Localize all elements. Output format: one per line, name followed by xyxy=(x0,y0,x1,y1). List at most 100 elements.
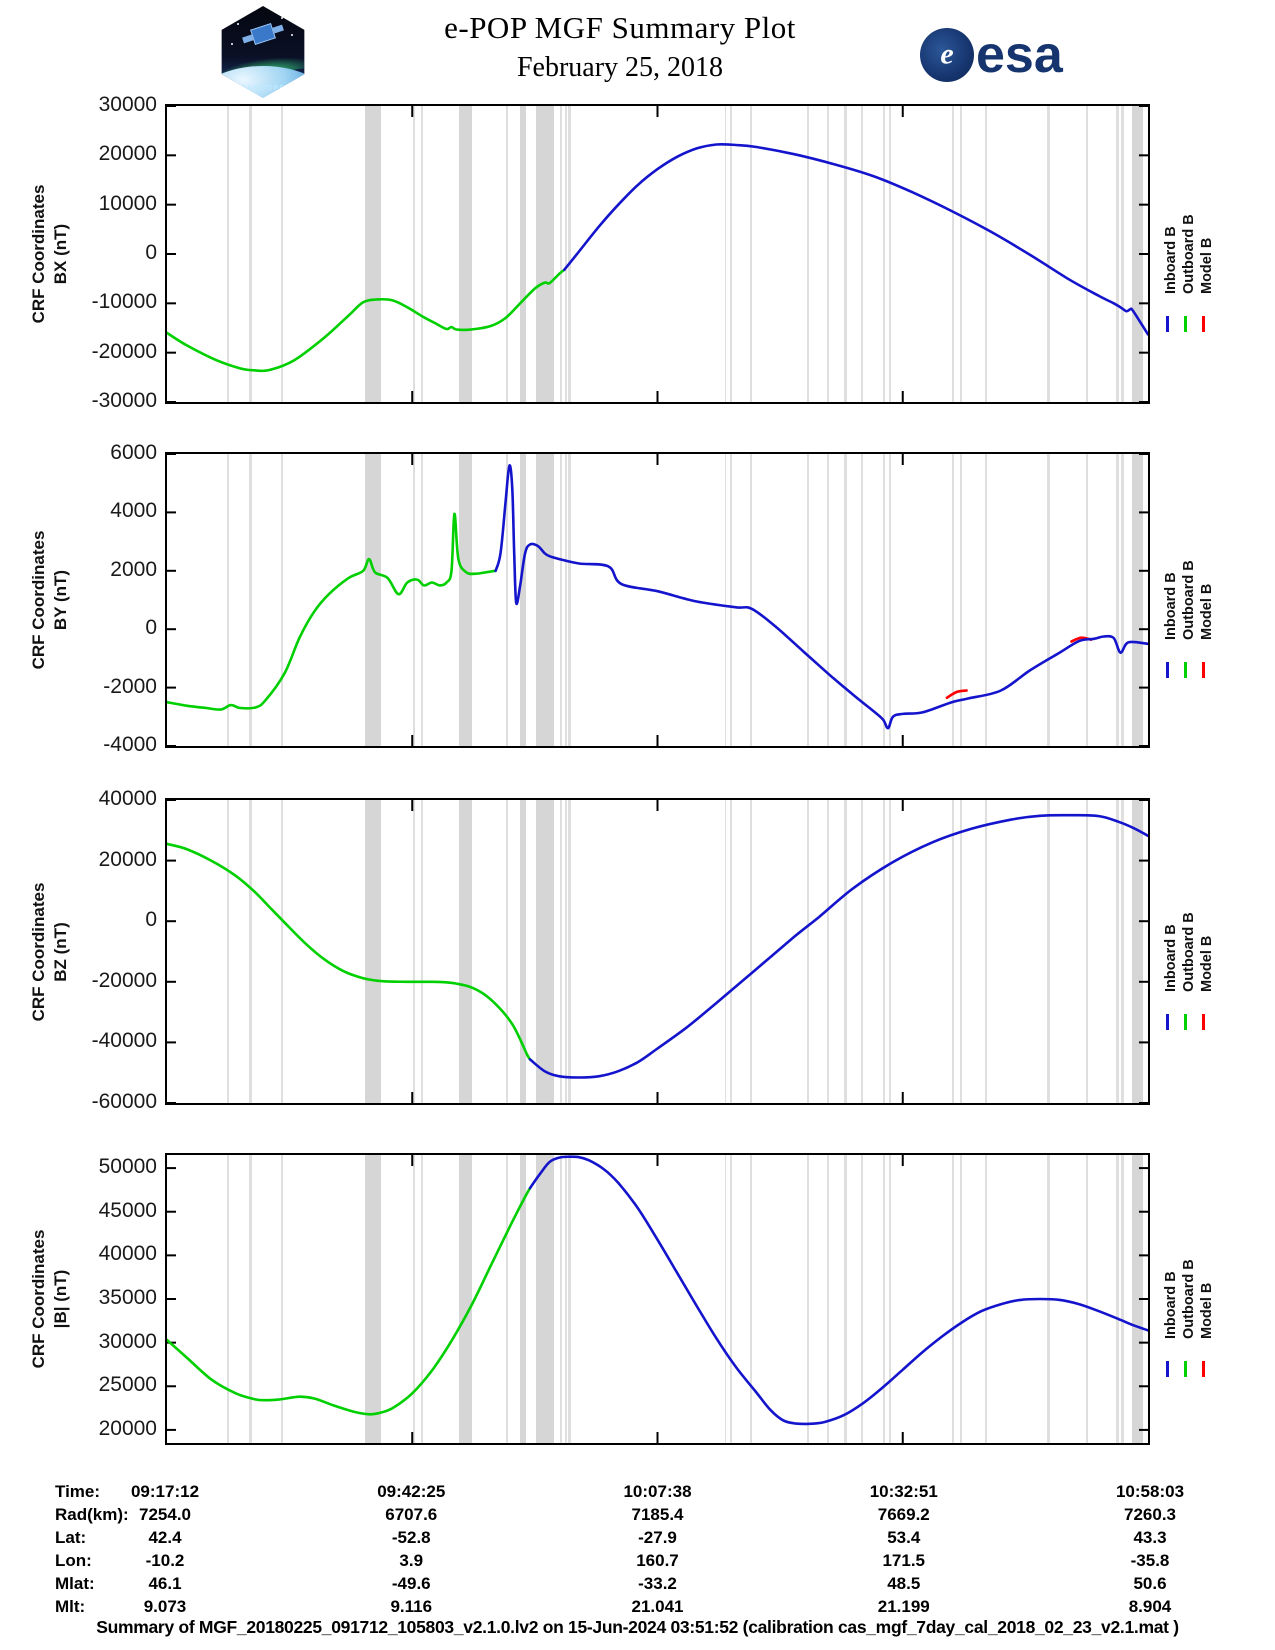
legend-label-model: Model B xyxy=(1199,1282,1215,1339)
data-gap-band xyxy=(1086,1155,1088,1443)
table-row-label-radkm: Rad(km): xyxy=(55,1505,129,1524)
panel-bz xyxy=(165,798,1150,1105)
data-gap-band xyxy=(861,800,864,1103)
data-gap-band xyxy=(952,106,954,402)
y-axis-title-line2: BZ (nT) xyxy=(51,921,70,982)
outboard-b-curve xyxy=(167,842,532,1061)
data-gap-band xyxy=(1120,454,1124,746)
data-gap-band xyxy=(883,800,886,1103)
y-tick-label: 50000 xyxy=(98,1155,157,1179)
data-gap-band xyxy=(1047,454,1051,746)
table-cell: 7254.0 xyxy=(139,1505,191,1524)
data-gap-band xyxy=(560,800,562,1103)
table-row-label-mlt: Mlt: xyxy=(55,1597,86,1616)
panel-by xyxy=(165,452,1150,748)
data-gap-band xyxy=(844,454,848,746)
panel-b xyxy=(165,1153,1150,1445)
y-axis-title-b: CRF Coordinates |B| (nT) xyxy=(28,1189,72,1409)
legend-label-inboard: Inboard B xyxy=(1163,923,1179,992)
data-gap-band xyxy=(421,106,424,402)
data-gap-band xyxy=(883,106,886,402)
table-cell: 50.6 xyxy=(1133,1574,1167,1593)
legend-label-inboard: Inboard B xyxy=(1163,572,1179,640)
data-gap-band xyxy=(1120,106,1124,402)
data-gap-band xyxy=(505,800,508,1103)
legend-label-outboard: Outboard B xyxy=(1181,560,1197,640)
data-gap-band xyxy=(1086,800,1088,1103)
data-gap-band xyxy=(560,454,562,746)
data-gap-band xyxy=(505,1155,508,1443)
legend-dash-outboard xyxy=(1184,316,1187,332)
patch-mission-name: CASSIOPE xyxy=(240,85,286,93)
data-gap-band xyxy=(861,454,864,746)
data-gap-band xyxy=(413,1155,416,1443)
data-gap-band xyxy=(421,454,424,746)
data-gap-band xyxy=(227,1155,230,1443)
data-gap-band xyxy=(883,454,886,746)
data-gap-band xyxy=(952,1155,954,1443)
panel-b-svg xyxy=(167,1155,1148,1443)
data-gap-band xyxy=(1131,800,1143,1103)
data-gap-band xyxy=(1120,800,1124,1103)
data-gap-band xyxy=(959,106,962,402)
data-gap-band xyxy=(421,800,424,1103)
data-gap-band xyxy=(249,454,253,746)
table-cell: 9.116 xyxy=(390,1597,433,1616)
legend-label-outboard: Outboard B xyxy=(1181,911,1197,992)
data-gap-band xyxy=(826,106,829,402)
y-tick-label: -10000 xyxy=(91,290,157,314)
data-gap-band xyxy=(227,106,230,402)
data-gap-band xyxy=(750,800,753,1103)
panel-bx xyxy=(165,104,1150,404)
y-axis-title-line1: CRF Coordinates xyxy=(29,530,48,670)
data-gap-band xyxy=(724,800,727,1103)
legend-dash-outboard xyxy=(1184,662,1187,678)
data-gap-band xyxy=(889,1155,891,1443)
data-gap-band xyxy=(281,454,284,746)
data-gap-band xyxy=(459,1155,472,1443)
data-gap-band xyxy=(750,454,753,746)
data-gap-band xyxy=(568,800,572,1103)
y-tick-label: 20000 xyxy=(98,847,157,871)
legend-by: Inboard B Outboard B Model B xyxy=(1162,560,1216,640)
legend-label-model: Model B xyxy=(1199,237,1215,294)
data-gap-band xyxy=(984,106,987,402)
data-gap-band xyxy=(421,1155,424,1443)
y-tick-label: -40000 xyxy=(91,1029,157,1053)
outboard-b-curve xyxy=(167,512,497,711)
y-tick-label: -20000 xyxy=(91,339,157,363)
data-gap-band xyxy=(883,1155,886,1443)
data-gap-band xyxy=(730,800,733,1103)
table-cell: 48.5 xyxy=(887,1574,921,1593)
table-cell: 21.199 xyxy=(877,1597,930,1616)
data-gap-band xyxy=(568,1155,572,1443)
data-gap-band xyxy=(249,106,253,402)
panel-bx-svg xyxy=(167,106,1148,402)
model-b-curve xyxy=(945,689,968,700)
data-gap-band xyxy=(861,106,864,402)
data-gap-band xyxy=(560,106,562,402)
y-tick-label: 30000 xyxy=(98,1329,157,1353)
data-gap-band xyxy=(364,800,381,1103)
y-tick-label: 30000 xyxy=(98,93,157,116)
legend-label-outboard: Outboard B xyxy=(1181,214,1197,294)
table-cell: 10:58:03 xyxy=(1115,1482,1185,1501)
data-gap-band xyxy=(807,106,810,402)
data-gap-band xyxy=(281,800,284,1103)
y-axis-title-line2: BY (nT) xyxy=(51,569,70,631)
y-axis-title-line1: CRF Coordinates xyxy=(29,882,48,1021)
y-axis-title-line1: CRF Coordinates xyxy=(29,184,48,324)
esa-globe-icon: e xyxy=(920,28,974,82)
data-gap-band xyxy=(750,1155,753,1443)
inboard-b-curve xyxy=(494,464,1148,730)
plot-title: e-POP MGF Summary Plot xyxy=(444,10,796,45)
table-row-label-time: Time: xyxy=(55,1482,101,1501)
data-gap-band xyxy=(889,454,891,746)
panel-bz-svg xyxy=(167,800,1148,1103)
table-row-label-mlat: Mlat: xyxy=(55,1574,95,1593)
data-gap-band xyxy=(364,454,381,746)
panel-by-svg xyxy=(167,454,1148,746)
table-cell: -27.9 xyxy=(638,1528,677,1547)
data-gap-band xyxy=(889,106,891,402)
file-summary-footer: Summary of MGF_20180225_091712_105803_v2… xyxy=(96,1617,1179,1637)
